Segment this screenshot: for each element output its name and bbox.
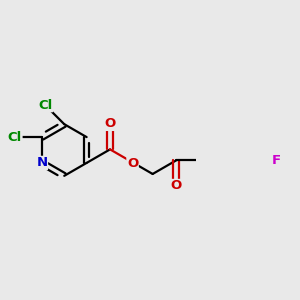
Text: Cl: Cl (38, 99, 52, 112)
Text: F: F (272, 154, 281, 167)
Text: Cl: Cl (8, 130, 22, 144)
Text: N: N (36, 156, 47, 170)
Text: O: O (127, 157, 138, 170)
Text: O: O (170, 179, 182, 193)
Text: O: O (104, 117, 116, 130)
